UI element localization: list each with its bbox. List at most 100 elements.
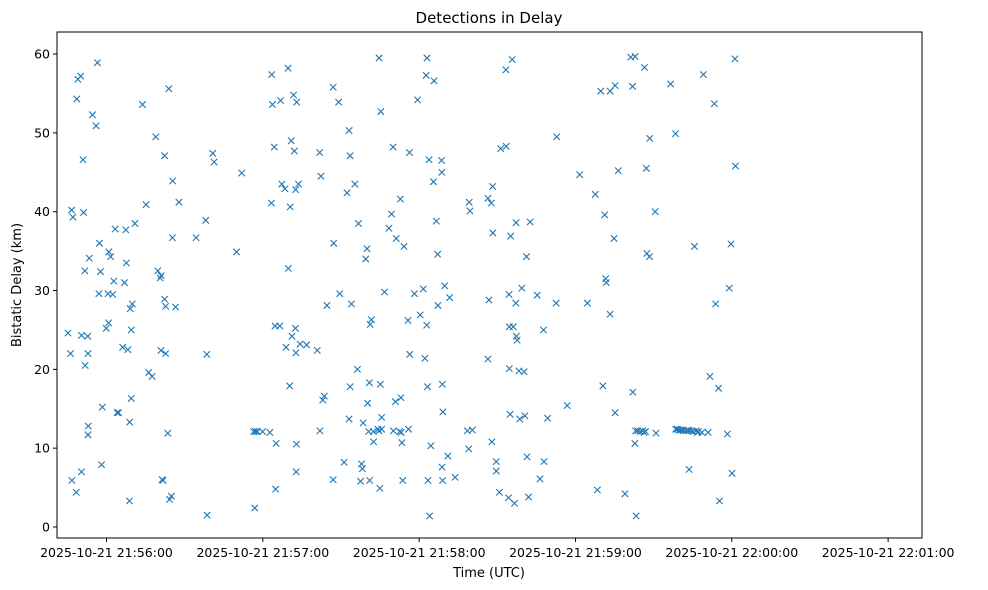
- data-point: [109, 290, 117, 299]
- data-point: [125, 497, 134, 505]
- data-point: [362, 255, 370, 263]
- data-point: [632, 512, 640, 520]
- data-point: [406, 350, 414, 358]
- data-point: [77, 331, 86, 340]
- data-point: [359, 419, 367, 427]
- data-point: [539, 326, 548, 334]
- data-point: [444, 452, 452, 460]
- data-point: [365, 379, 373, 387]
- data-point: [319, 396, 327, 404]
- data-point: [438, 168, 446, 176]
- data-point: [296, 340, 304, 348]
- data-point: [168, 234, 177, 242]
- data-point: [267, 199, 276, 207]
- data-point: [272, 439, 280, 448]
- data-point: [507, 232, 515, 240]
- data-point: [389, 143, 397, 151]
- data-point: [629, 388, 637, 396]
- data-point: [606, 310, 614, 318]
- data-point: [377, 108, 385, 116]
- data-point: [396, 195, 404, 203]
- data-point: [518, 284, 526, 292]
- data-point: [425, 156, 433, 164]
- data-point: [512, 219, 520, 227]
- data-point: [92, 122, 100, 130]
- data-point: [127, 326, 135, 334]
- data-point: [340, 458, 348, 466]
- data-point: [466, 207, 474, 215]
- data-point: [421, 354, 429, 362]
- data-point: [128, 300, 136, 308]
- data-point: [405, 148, 414, 157]
- data-point: [175, 198, 183, 206]
- data-point: [363, 399, 372, 407]
- data-point: [157, 271, 165, 280]
- data-point: [465, 198, 473, 206]
- data-point: [276, 322, 284, 330]
- data-point: [363, 245, 371, 253]
- data-point: [611, 409, 619, 417]
- data-point: [484, 355, 492, 363]
- data-point: [424, 476, 432, 485]
- data-point: [489, 182, 497, 191]
- data-point: [533, 291, 541, 299]
- data-point: [376, 484, 384, 492]
- data-point: [97, 461, 106, 469]
- data-point: [356, 477, 365, 485]
- y-tick-label: 60: [34, 47, 50, 62]
- x-tick-label: 2025-10-21 22:00:00: [665, 545, 798, 560]
- data-point: [210, 158, 218, 166]
- data-point: [292, 468, 300, 476]
- data-point: [509, 323, 517, 331]
- data-point: [95, 290, 103, 298]
- data-point: [171, 303, 180, 311]
- data-point: [645, 253, 654, 261]
- data-point: [423, 54, 431, 62]
- data-point: [124, 346, 132, 354]
- data-point: [88, 111, 97, 119]
- data-point: [400, 242, 408, 250]
- data-point: [492, 457, 500, 466]
- data-point: [484, 194, 492, 202]
- data-point: [161, 152, 169, 160]
- data-point: [232, 248, 241, 256]
- data-point: [497, 145, 505, 153]
- data-point: [293, 98, 301, 106]
- data-point: [715, 497, 724, 505]
- data-point: [268, 70, 276, 79]
- data-point: [96, 268, 105, 276]
- data-point: [427, 442, 435, 450]
- data-point: [284, 64, 292, 72]
- data-point: [429, 178, 438, 186]
- data-point: [380, 288, 389, 296]
- data-point: [652, 429, 660, 437]
- data-point: [671, 130, 680, 138]
- data-point: [712, 300, 720, 308]
- data-point: [68, 476, 76, 485]
- data-point: [414, 96, 422, 104]
- data-point: [601, 211, 609, 219]
- data-point: [422, 71, 430, 79]
- data-point: [495, 488, 503, 496]
- data-point: [563, 401, 571, 410]
- data-point: [690, 242, 699, 250]
- x-tick-label: 2025-10-21 21:59:00: [509, 545, 642, 560]
- data-point: [640, 63, 649, 72]
- data-point: [410, 290, 419, 298]
- data-point: [485, 296, 493, 304]
- data-point: [64, 329, 72, 337]
- x-tick-label: 2025-10-21 22:01:00: [822, 545, 955, 560]
- data-point: [404, 425, 413, 433]
- data-point: [685, 465, 693, 474]
- data-point: [316, 148, 324, 157]
- data-point: [399, 476, 407, 485]
- data-point: [487, 199, 495, 207]
- data-point: [84, 422, 92, 430]
- data-point: [502, 142, 510, 150]
- data-point: [521, 412, 529, 420]
- data-points: [64, 52, 740, 520]
- data-point: [292, 349, 300, 357]
- data-point: [276, 96, 285, 105]
- data-point: [203, 350, 211, 358]
- data-point: [126, 418, 134, 426]
